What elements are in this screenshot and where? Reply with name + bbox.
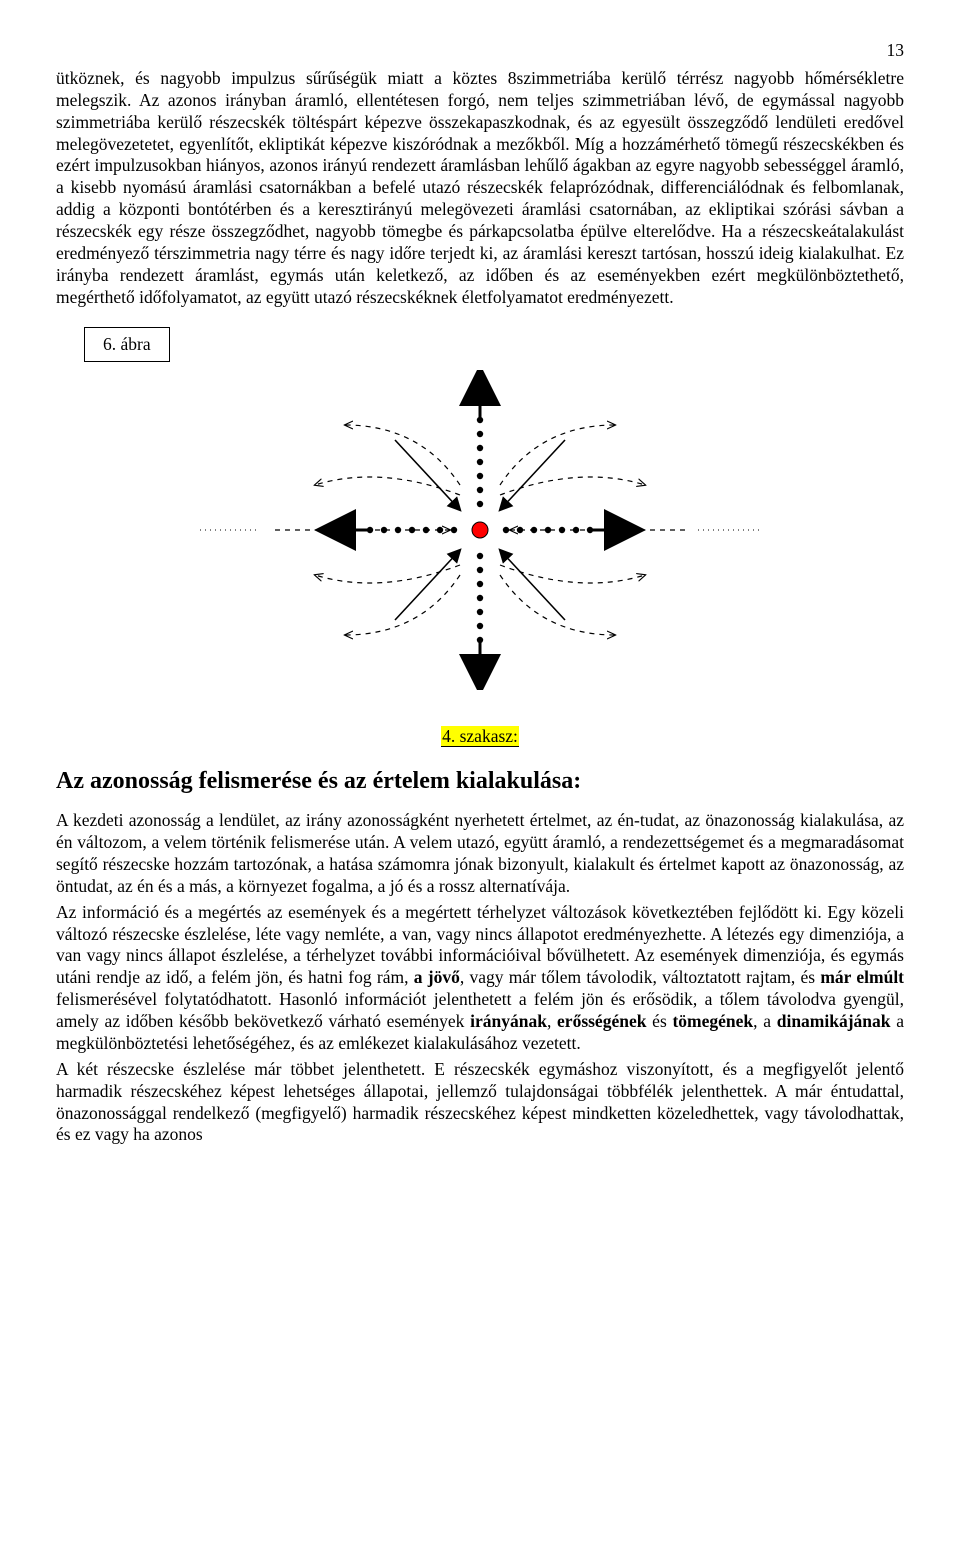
paragraph-2c: A két részecske észlelése már többet jel… — [56, 1059, 904, 1147]
p2b-t5: , — [547, 1011, 557, 1031]
paragraph-2b: Az információ és a megértés az események… — [56, 902, 904, 1055]
p2b-t6: és — [646, 1011, 672, 1031]
section-tag: 4. szakasz: — [56, 726, 904, 748]
page-number: 13 — [56, 40, 904, 62]
p2b-b5: tömegének — [672, 1011, 753, 1031]
p2b-b6: dinamikájának — [777, 1011, 891, 1031]
figure-svg — [200, 370, 760, 690]
figure-label: 6. ábra — [84, 327, 170, 363]
paragraph-2a: A kezdeti azonosság a lendület, az irány… — [56, 810, 904, 898]
paragraph-1: ütköznek, és nagyobb impulzus sűrűségük … — [56, 68, 904, 309]
p2b-b2: már elmúlt — [820, 967, 904, 987]
section-title: Az azonosság felismerése és az értelem k… — [56, 766, 904, 796]
p2b-b1: a jövő — [414, 967, 460, 987]
figure-6 — [56, 370, 904, 696]
p2b-t3: , vagy már tőlem távolodik, változtatott… — [460, 967, 820, 987]
p2b-b3: irányának — [470, 1011, 547, 1031]
section-tag-text: 4. szakasz: — [441, 726, 519, 747]
p2b-t7: , a — [753, 1011, 777, 1031]
p2b-b4: erősségének — [557, 1011, 646, 1031]
